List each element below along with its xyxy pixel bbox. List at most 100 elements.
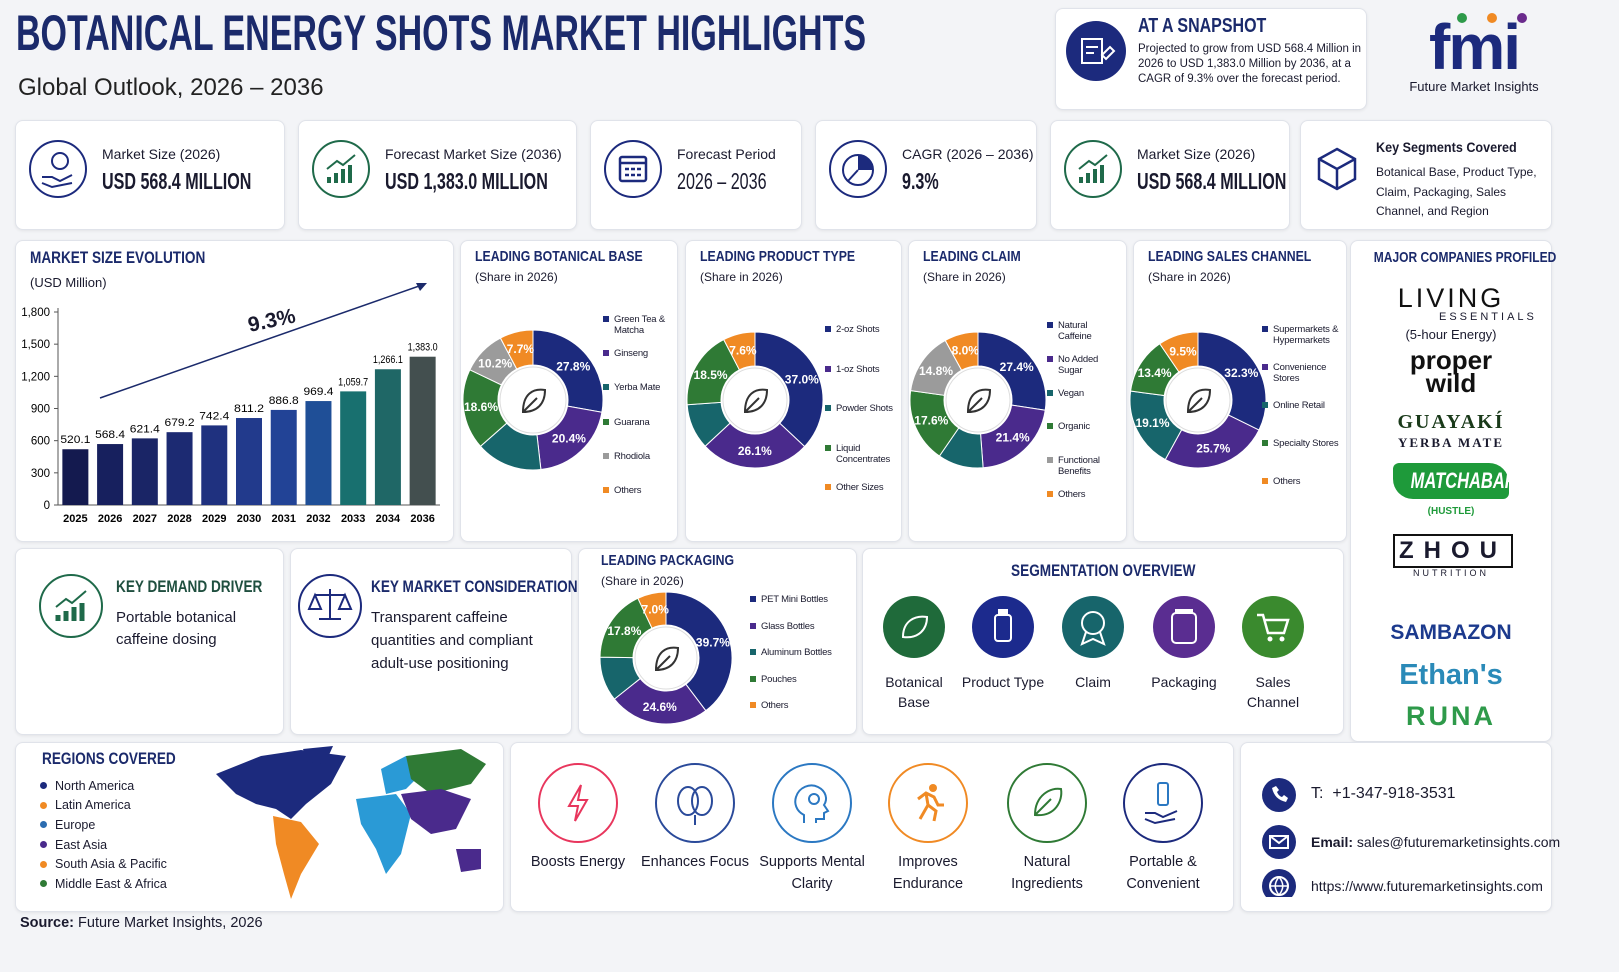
company-logo-box: MATCHABAR: [1393, 463, 1517, 499]
donut-card: [685, 240, 902, 542]
kpi-label: Forecast Market Size (2036): [385, 146, 562, 162]
legend-item: Natural Caffeine: [1047, 320, 1123, 342]
kpi-icon: [604, 140, 662, 198]
kpi-value: USD 1,383.0 MILLION: [385, 168, 548, 194]
legend-item: Supermarkets & Hypermarkets: [1262, 324, 1342, 346]
legend-item: Liquid Concentrates: [825, 443, 899, 465]
legend-swatch: [1262, 478, 1268, 484]
legend-item: Ginseng: [603, 348, 673, 359]
legend-label: Ginseng: [614, 348, 648, 360]
chart-subtitle: (Share in 2026): [475, 270, 558, 284]
company-logo: ESSENTIALS: [1439, 311, 1537, 323]
snapshot-title: AT A SNAPSHOT: [1138, 15, 1267, 37]
chart-title: LEADING SALES CHANNEL: [1148, 248, 1347, 265]
web-icon: [1262, 869, 1296, 897]
kpi-value: 2026 – 2036: [677, 168, 767, 194]
legend-item: Rhodiola: [603, 451, 673, 462]
benefit-label: Improves Endurance: [892, 854, 964, 892]
legend-label: Aluminum Bottles: [761, 647, 832, 658]
legend-swatch: [603, 452, 609, 459]
kpi-icon: [312, 140, 370, 198]
region-item: Europe: [40, 815, 167, 835]
chart-title: LEADING PRODUCT TYPE: [700, 248, 889, 265]
benefit-label: Enhances Focus: [640, 854, 749, 870]
legend-swatch: [1047, 491, 1053, 497]
company-note: (HUSTLE): [1427, 506, 1475, 517]
legend-label: 1-oz Shots: [836, 363, 880, 375]
legend-label: Supermarkets & Hypermarkets: [1273, 324, 1339, 346]
segment-label: Claim: [1075, 674, 1111, 690]
driver-card: KEY DEMAND DRIVER Portable botanical caf…: [15, 548, 284, 735]
chart-subtitle: (Share in 2026): [1148, 270, 1231, 284]
chart-subtitle: (USD Million): [30, 275, 107, 290]
legend-item: 2-oz Shots: [825, 324, 899, 335]
consideration-card: KEY MARKET CONSIDERATION Transparent caf…: [290, 548, 578, 735]
benefit-icon: [772, 763, 852, 843]
legend-item: Organic: [1047, 421, 1123, 432]
kpi-card: Forecast Period 2026 – 2036: [590, 120, 802, 230]
legend-label: Glass Bottles: [761, 620, 815, 632]
legend-swatch: [603, 418, 609, 425]
chart-title: LEADING CLAIM: [923, 248, 1042, 265]
kpi-card: Market Size (2026) USD 568.4 MILLION: [1050, 120, 1290, 230]
legend-item: Powder Shots: [825, 403, 899, 414]
legend-swatch: [1047, 457, 1053, 464]
legend-label: Others: [761, 700, 789, 711]
snapshot-card: AT A SNAPSHOT Projected to grow from USD…: [1055, 8, 1367, 110]
chart-title: LEADING BOTANICAL BASE: [475, 248, 679, 265]
phone-icon: [1262, 778, 1296, 812]
region-item: South Asia & Pacific: [40, 854, 167, 874]
legend-item: Aluminum Bottles: [750, 647, 845, 658]
legend-item: Others: [1262, 476, 1342, 487]
phone: T: +1-347-918-3531: [1311, 785, 1456, 803]
phone-number: +1-347-918-3531: [1332, 785, 1456, 802]
kpi-label: CAGR (2026 – 2036): [902, 146, 1034, 162]
legend-swatch: [603, 384, 609, 391]
chart-title-text: LEADING SALES CHANNEL: [1148, 248, 1312, 265]
region-item: Middle East & Africa: [40, 874, 167, 894]
legend-label: Vegan: [1058, 387, 1084, 399]
source-text: Future Market Insights, 2026: [78, 915, 263, 931]
region-name: Latin America: [55, 798, 131, 813]
companies-card: MAJOR COMPANIES PROFILED LIVING ESSENTIA…: [1350, 240, 1556, 742]
segment-icon: [883, 596, 945, 658]
kpi-icon: [1317, 147, 1357, 191]
region-name: South Asia & Pacific: [55, 857, 167, 872]
map-region: [406, 749, 486, 794]
legend-swatch: [750, 702, 756, 708]
legend-item: No Added Sugar: [1047, 354, 1123, 376]
legend-item: Others: [603, 485, 673, 496]
benefit-icon: [1007, 763, 1087, 843]
benefit-icon: [888, 763, 968, 843]
region-name: North America: [55, 778, 135, 793]
legend-label: Others: [1058, 489, 1086, 500]
chart-subtitle: (Share in 2026): [923, 270, 1006, 284]
phone-label: T:: [1311, 785, 1324, 802]
legend-swatch: [825, 405, 831, 411]
company-logo: SAMBAZON: [1390, 621, 1512, 644]
kpi-value: Botanical Base, Product Type, Claim, Pac…: [1376, 165, 1537, 218]
regions-list: North America Latin America Europe East …: [40, 776, 167, 894]
contact-card: T: +1-347-918-3531 Email: sales@futurema…: [1240, 742, 1560, 912]
segment-label: Product Type: [961, 674, 1045, 690]
kpi-value: USD 568.4 MILLION: [1137, 168, 1287, 194]
legend-item: Pouches: [750, 674, 845, 685]
region-item: Latin America: [40, 796, 167, 816]
legend-item: 1-oz Shots: [825, 364, 899, 375]
benefit-label: Natural Ingredients: [1011, 854, 1083, 892]
legend-label: Other Sizes: [836, 482, 884, 493]
company-logo: YERBA MATE: [1397, 435, 1505, 450]
benefit-label: Supports Mental Clarity: [759, 854, 865, 892]
consideration-text: Transparent caffeine quantities and comp…: [371, 609, 533, 672]
segment-icon: [1153, 596, 1215, 658]
legend-label: Guarana: [614, 416, 650, 428]
legend-label: Online Retail: [1273, 400, 1325, 411]
source-label: Source:: [20, 915, 74, 931]
logo-name: Future Market Insights: [1409, 79, 1539, 94]
consideration-icon: [298, 574, 362, 638]
legend-label: PET Mini Bottles: [761, 594, 828, 605]
company-logo: LIVING: [1397, 283, 1505, 313]
legend-label: Powder Shots: [836, 403, 893, 414]
legend-swatch: [825, 326, 831, 332]
